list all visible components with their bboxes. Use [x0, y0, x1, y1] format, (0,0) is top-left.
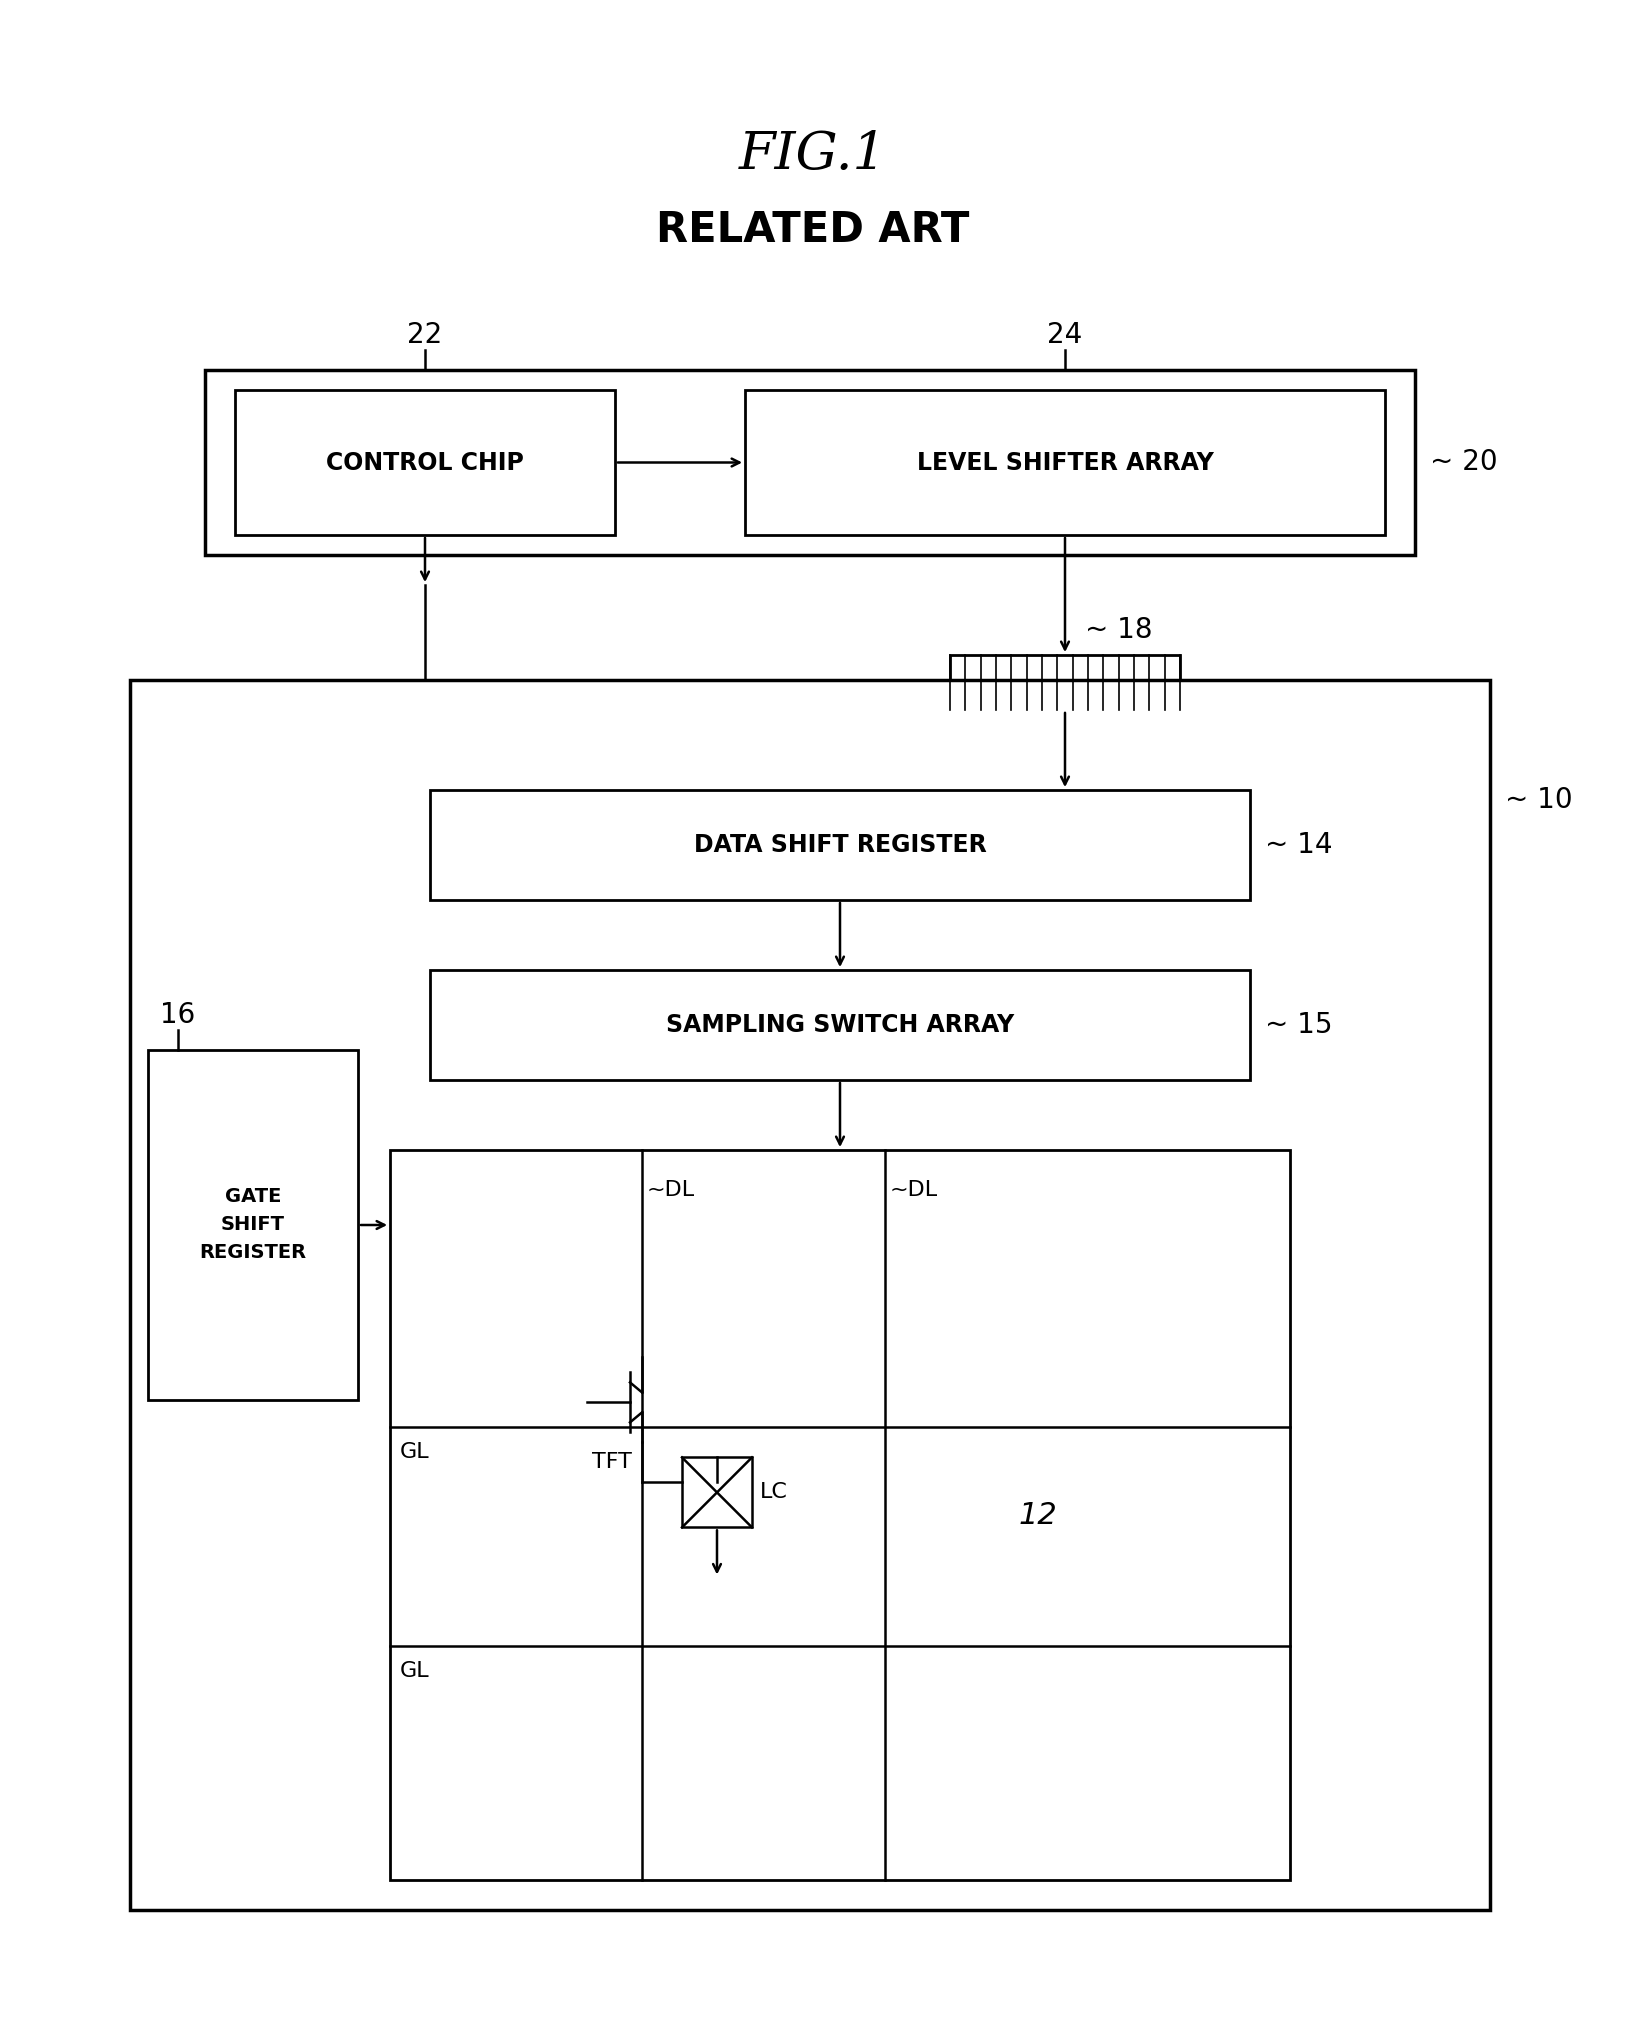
- Bar: [429, 790, 1250, 900]
- Text: 12: 12: [1018, 1500, 1057, 1529]
- Text: 22: 22: [408, 320, 442, 349]
- Text: 16: 16: [161, 1000, 195, 1029]
- Text: ~DL: ~DL: [647, 1180, 696, 1200]
- Text: RELATED ART: RELATED ART: [657, 208, 969, 251]
- Text: GL: GL: [400, 1661, 429, 1682]
- Bar: [681, 1457, 751, 1527]
- Bar: [205, 369, 1415, 555]
- Text: ~ 18: ~ 18: [1085, 616, 1153, 645]
- Text: GATE
SHIFT
REGISTER: GATE SHIFT REGISTER: [200, 1188, 307, 1263]
- Text: 24: 24: [1047, 320, 1083, 349]
- Text: ~DL: ~DL: [889, 1180, 938, 1200]
- Bar: [236, 390, 615, 535]
- Bar: [130, 680, 1489, 1910]
- Text: ~ 14: ~ 14: [1265, 831, 1332, 859]
- Text: DATA SHIFT REGISTER: DATA SHIFT REGISTER: [694, 833, 987, 857]
- Text: LEVEL SHIFTER ARRAY: LEVEL SHIFTER ARRAY: [917, 451, 1213, 474]
- Text: ~ 15: ~ 15: [1265, 1010, 1332, 1039]
- Bar: [950, 655, 1180, 710]
- Text: ~ 10: ~ 10: [1506, 786, 1572, 814]
- Bar: [390, 1149, 1289, 1880]
- Text: CONTROL CHIP: CONTROL CHIP: [327, 451, 524, 474]
- Text: ~ 20: ~ 20: [1429, 449, 1498, 476]
- Text: GL: GL: [400, 1443, 429, 1463]
- Text: FIG.1: FIG.1: [738, 129, 888, 180]
- Text: TFT: TFT: [592, 1453, 633, 1472]
- Text: LC: LC: [759, 1482, 789, 1502]
- Bar: [745, 390, 1385, 535]
- Bar: [429, 969, 1250, 1080]
- Text: SAMPLING SWITCH ARRAY: SAMPLING SWITCH ARRAY: [667, 1012, 1015, 1037]
- Bar: [148, 1049, 358, 1400]
